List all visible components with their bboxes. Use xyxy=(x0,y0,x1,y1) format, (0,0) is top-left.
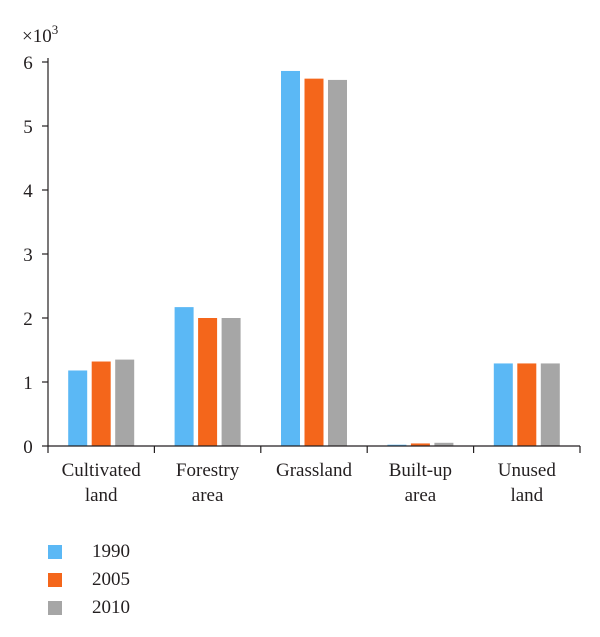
x-category-label-line: Cultivated xyxy=(62,460,142,481)
bar-chart: ×103 0 1 2 3 4 5 6 Cultivated land Forestry area G… xyxy=(22,22,581,506)
legend-swatch xyxy=(48,601,62,615)
y-tick-label: 5 xyxy=(23,117,33,138)
bar-2005 xyxy=(410,443,430,446)
x-category-label: Forestry area xyxy=(176,460,240,506)
bar-1990 xyxy=(387,444,407,446)
x-category-label-line: land xyxy=(85,485,118,506)
bar-2010 xyxy=(221,318,241,446)
bar-2010 xyxy=(540,363,560,446)
legend-swatch xyxy=(48,573,62,587)
y-axis-multiplier: ×103 xyxy=(22,22,58,47)
bar-1990 xyxy=(174,307,194,446)
bar-2010 xyxy=(115,359,135,446)
x-category-label-line: area xyxy=(192,485,224,506)
y-axis-multiplier-exponent: 3 xyxy=(52,22,59,37)
x-category-label: Built-up area xyxy=(389,460,452,506)
x-category-label: Grassland xyxy=(276,460,352,481)
bars xyxy=(68,70,560,447)
bar-2010 xyxy=(434,442,454,446)
x-category-label-line: Built-up xyxy=(389,460,452,481)
legend-item: 1990 xyxy=(48,538,130,566)
bar-1990 xyxy=(68,370,88,446)
y-tick-label: 0 xyxy=(23,437,33,458)
y-tick-label: 3 xyxy=(23,245,33,266)
legend-label: 2005 xyxy=(92,569,130,590)
y-tick-label: 4 xyxy=(23,181,33,202)
legend-item: 2010 xyxy=(48,594,130,622)
x-category-label-line: area xyxy=(405,485,437,506)
bar-1990 xyxy=(281,70,300,447)
legend: 1990 2005 2010 xyxy=(48,538,130,622)
bar-2005 xyxy=(198,318,218,446)
x-category-label-line: Grassland xyxy=(276,460,352,481)
x-category-label: Unused land xyxy=(498,460,557,506)
legend-label: 2010 xyxy=(92,597,130,618)
bar-2005 xyxy=(91,361,111,446)
legend-swatch xyxy=(48,545,62,559)
bar-2005 xyxy=(517,363,537,446)
y-axis: 0 1 2 3 4 5 6 xyxy=(23,53,49,458)
x-category-label-line: land xyxy=(510,485,543,506)
bar-2010 xyxy=(328,79,347,447)
legend-item: 2005 xyxy=(48,566,130,594)
x-category-label-line: Unused xyxy=(498,460,557,481)
bar-2005 xyxy=(304,78,324,446)
y-tick-label: 6 xyxy=(23,53,33,74)
x-axis: Cultivated land Forestry area Grassland Built… xyxy=(47,445,581,506)
x-category-label: Cultivated land xyxy=(62,460,142,506)
x-category-label-line: Forestry xyxy=(176,460,240,481)
y-tick-label: 2 xyxy=(23,309,33,330)
legend-label: 1990 xyxy=(92,541,130,562)
bar-1990 xyxy=(493,363,513,446)
y-tick-label: 1 xyxy=(23,373,33,394)
